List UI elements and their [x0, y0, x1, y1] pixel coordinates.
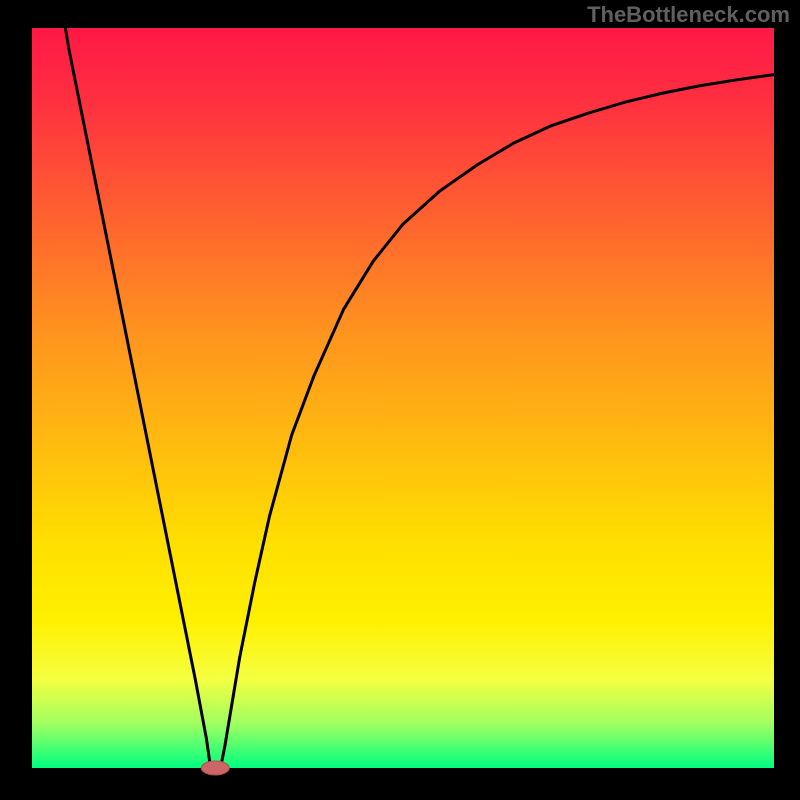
chart-container: TheBottleneck.com [0, 0, 800, 800]
chart-background [32, 28, 774, 768]
chart-svg [0, 0, 800, 800]
watermark-text: TheBottleneck.com [587, 2, 790, 28]
optimum-marker [201, 761, 229, 775]
